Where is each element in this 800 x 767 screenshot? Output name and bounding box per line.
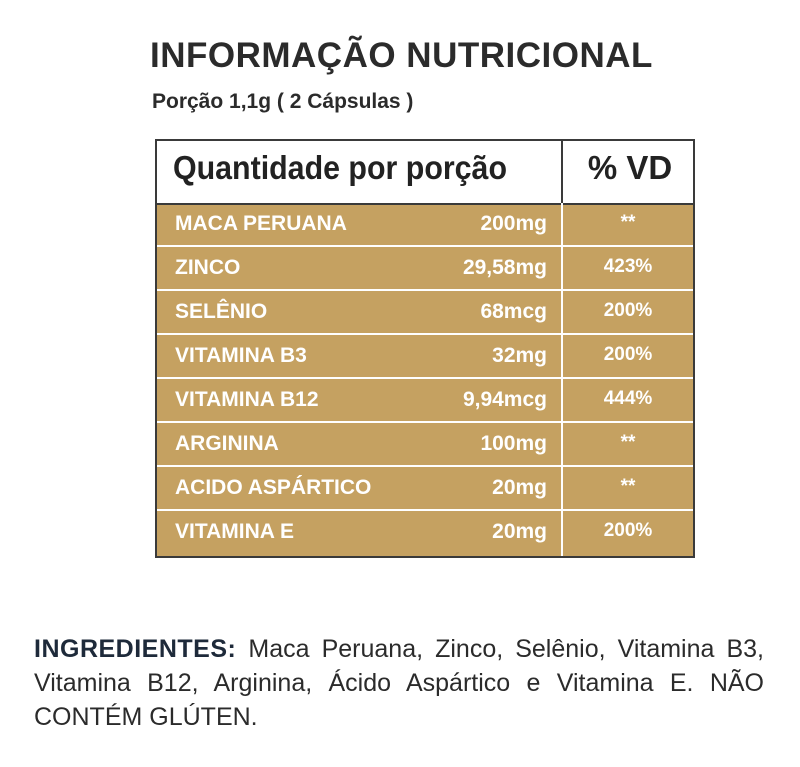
ingredients-label: INGREDIENTES: [34, 635, 237, 663]
nutrient-vd: 444% [603, 388, 653, 409]
nutrient-amount: 32mg [492, 344, 547, 367]
nutrient-name: MACA PERUANA [175, 212, 347, 235]
nutrient-amount: 200mg [480, 212, 547, 235]
nutrient-vd: 423% [603, 256, 653, 277]
nutrient-name: VITAMINA B3 [175, 344, 307, 367]
nutrient-amount: 100mg [480, 432, 547, 455]
table-row: ARGININA 100mg ** [157, 423, 693, 467]
header-quantity: Quantidade por porção [173, 149, 508, 186]
nutrient-name: VITAMINA B12 [175, 388, 319, 411]
table-row: VITAMINA B12 9,94mcg 444% [157, 379, 693, 423]
nutrient-name: SELÊNIO [175, 300, 268, 323]
nutrient-name: ARGININA [175, 432, 279, 455]
nutrient-amount: 29,58mg [462, 256, 547, 279]
nutrient-vd: 200% [603, 300, 653, 321]
nutrient-name: ACIDO ASPÁRTICO [175, 476, 372, 499]
table-body: MACA PERUANA 200mg ** ZINCO 29,58mg 423%… [157, 203, 693, 555]
table-header: Quantidade por porção % VD [157, 141, 693, 205]
nutrient-vd: ** [620, 432, 636, 453]
table-row: VITAMINA B3 32mg 200% [157, 335, 693, 379]
nutrient-vd: 200% [603, 520, 653, 541]
nutrient-amount: 20mg [492, 476, 547, 499]
ingredients-text: INGREDIENTES: Maca Peruana, Zinco, Selên… [34, 632, 764, 734]
table-row: MACA PERUANA 200mg ** [157, 203, 693, 247]
nutrient-amount: 20mg [492, 520, 547, 543]
nutrient-vd: ** [620, 212, 636, 233]
table-row: VITAMINA E 20mg 200% [157, 511, 693, 555]
page-title: INFORMAÇÃO NUTRICIONAL [150, 36, 653, 75]
table-row: ZINCO 29,58mg 423% [157, 247, 693, 291]
nutrient-amount: 68mcg [480, 300, 547, 323]
nutrient-vd: 200% [603, 344, 653, 365]
header-vd: % VD [587, 149, 673, 186]
serving-size: Porção 1,1g ( 2 Cápsulas ) [152, 90, 414, 113]
nutrient-name: ZINCO [175, 256, 241, 279]
table-row: SELÊNIO 68mcg 200% [157, 291, 693, 335]
nutrient-amount: 9,94mcg [462, 388, 547, 411]
nutrient-name: VITAMINA E [175, 520, 294, 543]
header-column-divider [561, 141, 563, 203]
nutrition-table: Quantidade por porção % VD MACA PERUANA … [155, 139, 695, 558]
nutrient-vd: ** [620, 476, 636, 497]
table-row: ACIDO ASPÁRTICO 20mg ** [157, 467, 693, 511]
ingredients-list: Maca Peruana, Zinco, Selênio, Vitamina B… [34, 635, 764, 731]
column-divider [561, 141, 563, 556]
